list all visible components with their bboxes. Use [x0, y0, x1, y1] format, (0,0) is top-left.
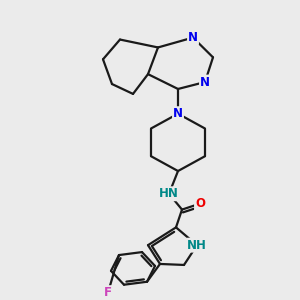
Text: F: F — [104, 286, 112, 299]
Text: NH: NH — [187, 239, 207, 252]
Text: O: O — [195, 197, 205, 210]
Text: HN: HN — [159, 187, 179, 200]
Text: N: N — [173, 107, 183, 120]
Text: N: N — [200, 76, 210, 88]
Text: N: N — [188, 31, 198, 44]
